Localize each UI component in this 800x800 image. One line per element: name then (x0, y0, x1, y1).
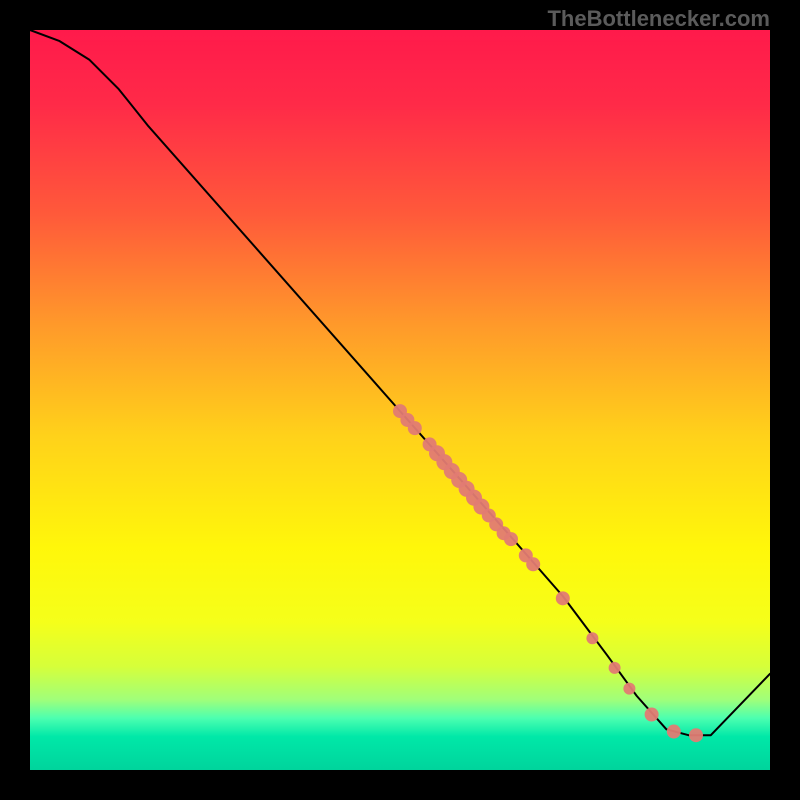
data-marker (623, 683, 635, 695)
watermark-text: TheBottlenecker.com (547, 6, 770, 32)
chart-overlay (30, 30, 770, 770)
data-marker (609, 662, 621, 674)
data-marker (408, 421, 422, 435)
chart-frame: TheBottlenecker.com (0, 0, 800, 800)
data-marker (645, 708, 659, 722)
data-marker (526, 557, 540, 571)
data-marker (667, 725, 681, 739)
data-marker (689, 728, 703, 742)
data-marker (586, 632, 598, 644)
bottleneck-curve (30, 30, 770, 735)
plot-area (30, 30, 770, 770)
data-marker (504, 532, 518, 546)
data-marker (556, 591, 570, 605)
marker-group (393, 404, 703, 742)
